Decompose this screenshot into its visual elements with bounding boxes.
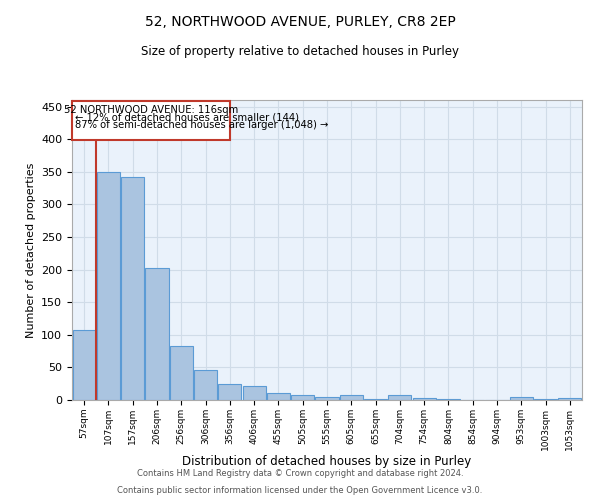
Bar	[194, 370, 217, 400]
Bar	[510, 396, 533, 400]
Bar	[121, 177, 144, 400]
Bar	[145, 268, 169, 400]
Text: Contains public sector information licensed under the Open Government Licence v3: Contains public sector information licen…	[118, 486, 482, 495]
Bar	[388, 396, 412, 400]
Bar	[437, 398, 460, 400]
Bar	[413, 398, 436, 400]
Text: 87% of semi-detached houses are larger (1,048) →: 87% of semi-detached houses are larger (…	[75, 120, 328, 130]
Text: Size of property relative to detached houses in Purley: Size of property relative to detached ho…	[141, 45, 459, 58]
FancyBboxPatch shape	[73, 102, 230, 140]
X-axis label: Distribution of detached houses by size in Purley: Distribution of detached houses by size …	[182, 456, 472, 468]
Bar	[559, 398, 581, 400]
Bar	[218, 384, 241, 400]
Y-axis label: Number of detached properties: Number of detached properties	[26, 162, 35, 338]
Bar	[364, 398, 387, 400]
Bar	[242, 386, 266, 400]
Bar	[267, 393, 290, 400]
Bar	[97, 172, 120, 400]
Bar	[316, 396, 338, 400]
Text: 52, NORTHWOOD AVENUE, PURLEY, CR8 2EP: 52, NORTHWOOD AVENUE, PURLEY, CR8 2EP	[145, 15, 455, 29]
Bar	[534, 398, 557, 400]
Bar	[340, 395, 363, 400]
Bar	[73, 330, 95, 400]
Text: 52 NORTHWOOD AVENUE: 116sqm: 52 NORTHWOOD AVENUE: 116sqm	[64, 105, 238, 115]
Text: Contains HM Land Registry data © Crown copyright and database right 2024.: Contains HM Land Registry data © Crown c…	[137, 468, 463, 477]
Text: ← 12% of detached houses are smaller (144): ← 12% of detached houses are smaller (14…	[75, 112, 299, 122]
Bar	[170, 346, 193, 400]
Bar	[291, 395, 314, 400]
